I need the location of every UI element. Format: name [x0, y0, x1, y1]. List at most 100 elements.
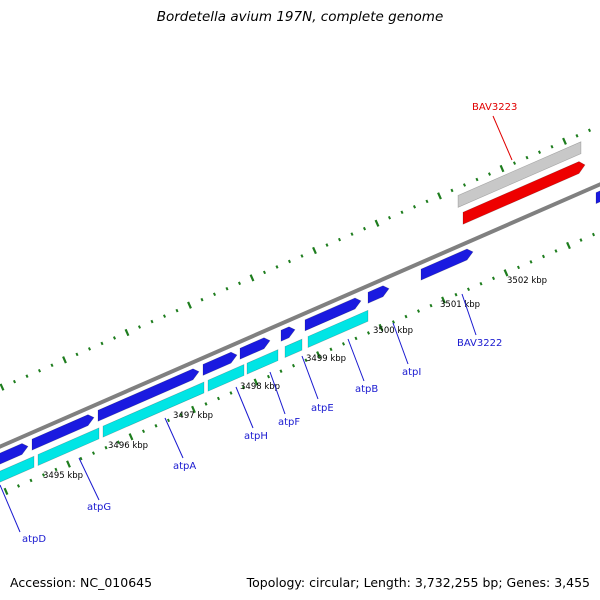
tick-mark — [350, 232, 354, 236]
tick-mark — [575, 134, 579, 138]
tick-mark — [579, 238, 583, 242]
tick-mark — [16, 484, 21, 488]
tick-mark — [279, 369, 283, 373]
tick-mark — [378, 323, 384, 332]
gene-label-leader — [78, 457, 100, 501]
tick-mark — [304, 358, 308, 363]
tick-mark — [100, 341, 104, 346]
forward-gene-arrow — [202, 351, 238, 376]
tick-mark — [41, 473, 46, 477]
gene-label: BAV3222 — [457, 338, 502, 349]
ruler-label: 3495 kbp — [43, 471, 83, 481]
tick-mark — [441, 296, 446, 304]
tick-mark — [166, 418, 171, 423]
tick-mark — [79, 456, 83, 461]
tick-mark — [87, 347, 92, 351]
forward-gene-arrow — [97, 368, 200, 422]
tick-mark — [266, 374, 271, 379]
tick-mark — [249, 274, 255, 282]
tick-mark — [454, 292, 458, 297]
tick-mark — [12, 379, 17, 384]
tick-mark — [550, 144, 554, 149]
tick-mark — [466, 287, 471, 291]
tick-mark — [354, 336, 358, 341]
tick-mark — [229, 391, 233, 395]
gene-label: atpB — [355, 384, 378, 395]
tick-mark — [62, 356, 67, 364]
reverse-gene-bar — [37, 427, 100, 466]
gene-label-leader — [392, 322, 409, 365]
tick-mark — [191, 405, 196, 414]
tick-mark — [374, 219, 380, 227]
accession-text: Accession: NC_010645 — [10, 575, 153, 590]
tick-mark — [391, 320, 396, 324]
tick-mark — [162, 314, 167, 318]
tick-mark — [75, 352, 79, 357]
tick-mark — [416, 309, 421, 313]
tick-mark — [0, 383, 5, 391]
tick-mark — [591, 232, 596, 237]
tick-mark — [337, 237, 342, 242]
tick-mark — [362, 226, 367, 231]
tick-mark — [312, 246, 317, 255]
genome-summary-text: Topology: circular; Length: 3,732,255 bp… — [246, 575, 590, 590]
gene-features — [0, 141, 600, 483]
tick-mark — [187, 301, 192, 309]
tick-mark — [116, 440, 121, 444]
tick-mark — [499, 164, 505, 173]
tick-mark — [475, 177, 479, 182]
tick-mark — [525, 155, 529, 160]
ruler-label: 3497 kbp — [173, 411, 213, 421]
genome-backbone — [0, 182, 600, 449]
gene-label: atpI — [402, 367, 421, 378]
tick-mark — [316, 351, 321, 359]
tick-mark — [554, 249, 558, 253]
gene-label-leader — [0, 484, 21, 533]
tick-mark — [437, 192, 442, 200]
reverse-gene-bar — [307, 309, 369, 348]
tick-mark — [29, 478, 33, 483]
tick-mark — [566, 241, 571, 250]
reverse-gene-bar — [0, 455, 35, 483]
gene-label-leader — [235, 386, 254, 429]
tick-mark — [587, 128, 592, 133]
tick-mark — [516, 265, 521, 270]
forward-gene-arrow — [595, 190, 600, 205]
tick-mark — [104, 445, 108, 450]
tick-mark — [179, 413, 183, 417]
ruler-label: 3498 kbp — [240, 382, 280, 392]
tick-mark — [287, 259, 292, 264]
tick-mark — [237, 281, 242, 286]
forward-gene-arrow — [280, 326, 296, 342]
tick-mark — [3, 487, 9, 496]
forward-gene-arrow — [31, 414, 95, 451]
tick-mark — [412, 205, 417, 209]
tick-mark — [262, 270, 267, 275]
gene-label: atpG — [87, 502, 111, 513]
highlight-rna-bar — [457, 141, 582, 208]
tick-mark — [137, 325, 142, 329]
forward-gene-arrow — [304, 297, 362, 332]
tick-mark — [537, 150, 542, 154]
map-title: Bordetella avium 197N, complete genome — [156, 9, 444, 25]
tick-mark — [541, 254, 546, 259]
tick-mark — [175, 308, 179, 313]
gene-label-leader — [347, 338, 365, 382]
tick-mark — [529, 260, 533, 264]
tick-mark — [212, 292, 217, 297]
ruler-label: 3499 kbp — [306, 354, 346, 364]
tick-mark — [112, 336, 117, 340]
tick-mark — [91, 451, 96, 455]
tick-mark — [275, 265, 279, 269]
gene-label: atpD — [22, 534, 46, 545]
ruler-label: 3502 kbp — [507, 276, 547, 286]
tick-mark — [512, 161, 517, 165]
highlight-gene-arrow — [462, 161, 586, 225]
tick-mark — [462, 183, 467, 187]
tick-mark — [329, 347, 333, 352]
tick-mark — [429, 303, 433, 308]
tick-mark — [425, 199, 429, 204]
tick-mark — [128, 433, 134, 441]
gene-label-leader — [492, 115, 513, 161]
